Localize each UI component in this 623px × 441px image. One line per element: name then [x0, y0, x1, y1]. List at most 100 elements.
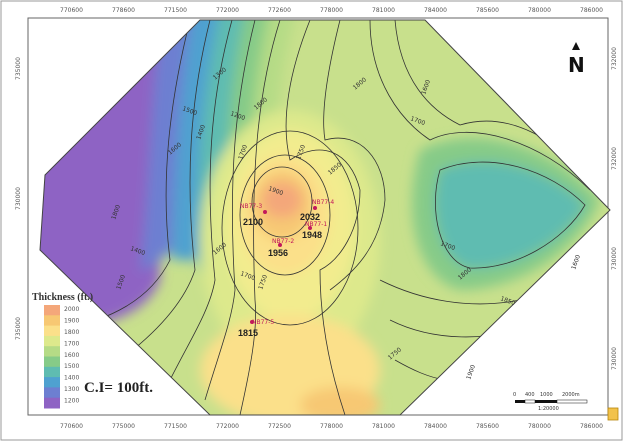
top-tick-label: 770600 [60, 7, 83, 14]
bottom-tick-label: 771500 [164, 423, 187, 430]
legend-swatch [44, 356, 60, 368]
right-tick-label: 730000 [611, 347, 618, 370]
legend-swatch [44, 346, 60, 357]
right-tick-label: 732000 [611, 147, 618, 170]
legend-title: Thickness (ft.) [32, 292, 93, 303]
contour-label: 1200 [229, 110, 246, 122]
bottom-tick-label: 772500 [268, 423, 291, 430]
well-value: 1815 [238, 328, 258, 338]
well-id: NB77-3 [240, 203, 262, 210]
scale-bar: 0 400 1000 2000m 1:20000 [513, 392, 588, 412]
legend-color-bar [44, 305, 60, 409]
left-tick-label: 730000 [15, 187, 22, 210]
well-value: 2032 [300, 212, 320, 222]
legend: Thickness (ft.) 2000 1900 1800 1700 1600 1500… [32, 292, 153, 409]
top-tick-label: 778600 [112, 7, 135, 14]
top-tick-label: 780000 [528, 7, 551, 14]
left-tick-label: 735000 [15, 57, 22, 80]
legend-tick-labels: 2000 1900 1800 1700 1600 1500 1400 1300 1200 [64, 306, 79, 405]
contour-label: 1750 [257, 274, 269, 291]
scale-ratio: 1:20000 [538, 406, 559, 412]
legend-tick-label: 1200 [64, 398, 79, 405]
well-nb77-4: NB77-4 2032 [300, 199, 334, 222]
left-tick-label: 735000 [15, 317, 22, 340]
well-value: 1956 [268, 248, 288, 258]
top-tick-label: 772000 [216, 7, 239, 14]
right-tick-labels: 732000 732000 730000 730000 [611, 47, 618, 370]
well-nb77-3: NB77-3 2100 [240, 203, 267, 227]
contour-label: 1400 [129, 245, 146, 257]
well-id: NB77-4 [312, 199, 334, 206]
legend-tick-label: 1600 [64, 352, 79, 359]
contour-label: 1900 [267, 185, 284, 197]
scale-bar-label: 2000m [562, 392, 580, 398]
wells: NB77-3 2100 NB77-4 2032 NB77-1 1948 NB77… [238, 199, 334, 338]
scale-bar-labels: 0 400 1000 2000m [513, 392, 580, 398]
legend-swatch [44, 325, 60, 337]
legend-tick-label: 1800 [64, 329, 79, 336]
well-id: NB77-5 [252, 319, 274, 326]
bottom-tick-label: 770600 [60, 423, 83, 430]
well-value: 1948 [302, 230, 322, 240]
contour-label: 1600 [570, 254, 582, 271]
scale-bar-label: 400 [525, 392, 535, 398]
legend-swatch [44, 335, 60, 347]
contour-label: 1800 [110, 204, 122, 221]
legend-tick-label: 1500 [64, 363, 79, 370]
contour-label: 1700 [237, 144, 249, 161]
contour-label: 1700 [409, 115, 426, 127]
contour-label: 1400 [195, 124, 207, 141]
contour-interval-label: C.I= 100ft. [84, 380, 153, 396]
legend-tick-label: 1700 [64, 340, 79, 347]
well-nb77-2: NB77-2 1956 [268, 238, 294, 258]
north-label: N [568, 53, 585, 77]
top-tick-label: 784000 [424, 7, 447, 14]
top-tick-label: 786000 [580, 7, 603, 14]
contour-label: 1500 [115, 274, 127, 291]
well-nb77-5: NB77-5 1815 [238, 319, 274, 338]
bottom-tick-labels: 770600 775000 771500 772000 772500 778000 7810… [60, 423, 603, 430]
top-tick-label: 772600 [268, 7, 291, 14]
north-arrow: N [568, 42, 585, 77]
legend-tick-label: 2000 [64, 306, 79, 313]
legend-swatch [44, 397, 60, 409]
right-tick-label: 732000 [611, 47, 618, 70]
well-id: NB77-2 [272, 238, 294, 245]
legend-tick-label: 1900 [64, 317, 79, 324]
top-tick-label: 778000 [320, 7, 343, 14]
legend-tick-label: 1400 [64, 375, 79, 382]
bottom-tick-label: 775000 [112, 423, 135, 430]
right-tick-label: 730000 [611, 247, 618, 270]
scale-bar-label: 1000 [540, 392, 553, 398]
top-tick-labels: 770600 778600 771500 772000 772600 778000 7810… [60, 7, 603, 14]
bottom-tick-label: 772000 [216, 423, 239, 430]
bottom-tick-label: 786000 [580, 423, 603, 430]
legend-swatch [44, 305, 60, 316]
bottom-tick-label: 780000 [528, 423, 551, 430]
top-tick-label: 771500 [164, 7, 187, 14]
legend-swatch [44, 387, 60, 399]
legend-swatch [44, 377, 60, 388]
legend-tick-label: 1300 [64, 386, 79, 393]
well-nb77-1: NB77-1 1948 [302, 221, 327, 240]
map-outline [39, 19, 611, 416]
left-tick-labels: 735000 730000 735000 [15, 57, 22, 340]
well-value: 2100 [243, 217, 263, 227]
legend-swatch [44, 366, 60, 378]
contour-label: 1850 [499, 295, 516, 307]
contour-label: 1750 [295, 144, 307, 161]
top-tick-label: 785600 [476, 7, 499, 14]
well-id: NB77-1 [305, 221, 327, 228]
contour-label: 1600 [420, 79, 432, 96]
scale-bar-label: 0 [513, 392, 516, 398]
top-tick-label: 781000 [372, 7, 395, 14]
contour-label: 1700 [439, 240, 456, 252]
bottom-tick-label: 781000 [372, 423, 395, 430]
bottom-tick-label: 785600 [476, 423, 499, 430]
bottom-tick-label: 778000 [320, 423, 343, 430]
contour-label: 1700 [239, 270, 256, 282]
contour-label: 1500 [181, 105, 198, 117]
legend-swatch [44, 315, 60, 327]
north-arrow-icon [572, 42, 580, 50]
